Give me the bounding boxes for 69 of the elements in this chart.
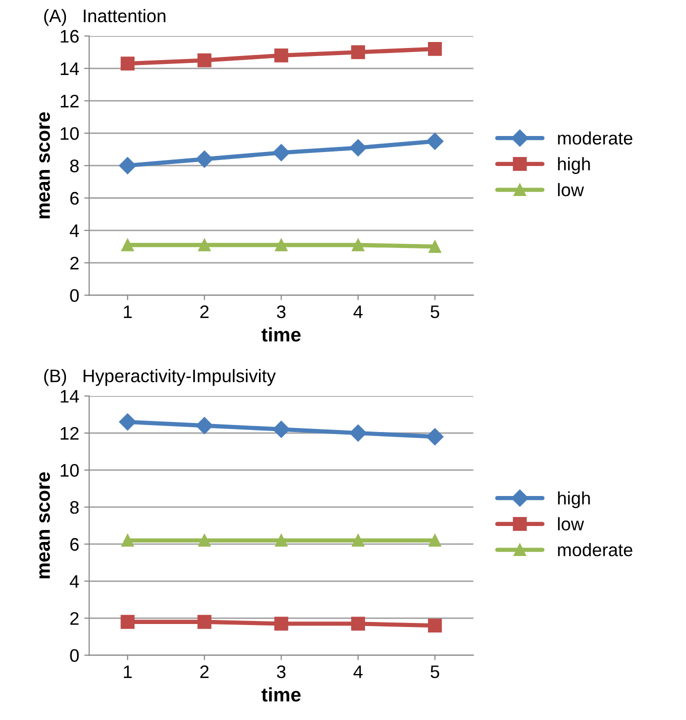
y-tick-label: 14 — [60, 390, 79, 403]
x-tick-label: 2 — [200, 305, 209, 318]
y-tick-label: 4 — [70, 224, 79, 237]
y-tick-label: 0 — [70, 649, 79, 662]
y-axis-title: mean score — [39, 112, 50, 218]
point — [121, 238, 134, 252]
legend-label: high — [558, 491, 590, 508]
y-tick-label: 2 — [70, 612, 79, 625]
point — [197, 614, 212, 629]
x-tick-label: 2 — [200, 665, 209, 678]
x-axis-title: time — [262, 687, 301, 702]
x-tick-label: 3 — [276, 665, 286, 678]
point — [428, 240, 442, 253]
legend-label: moderate — [558, 131, 632, 145]
point — [198, 534, 211, 547]
x-tick-label: 4 — [353, 306, 363, 318]
point — [272, 144, 290, 162]
point — [426, 132, 444, 150]
point — [274, 616, 288, 631]
point — [428, 42, 442, 56]
point — [272, 420, 290, 438]
point — [275, 534, 288, 547]
x-axis-title: time — [262, 327, 301, 342]
point — [196, 150, 213, 168]
point — [274, 48, 288, 62]
x-tick-label: 5 — [430, 666, 440, 678]
y-tick-label: 14 — [60, 62, 79, 75]
point — [428, 618, 442, 633]
point — [119, 157, 136, 174]
x-tick-label: 4 — [353, 666, 363, 678]
y-tick-label: 6 — [70, 538, 79, 551]
y-tick-label: 2 — [70, 256, 79, 270]
legend-label: low — [558, 517, 584, 530]
point — [426, 428, 444, 446]
point — [120, 614, 135, 629]
point — [350, 424, 367, 442]
y-axis-title: mean score — [39, 472, 50, 578]
legend-label: moderate — [558, 543, 632, 556]
y-tick-label: 8 — [70, 160, 79, 172]
legend-label: low — [558, 183, 584, 196]
x-tick-label: 1 — [124, 306, 132, 318]
y-tick-label: 0 — [70, 289, 79, 302]
y-tick-label: 4 — [70, 575, 79, 588]
y-tick-label: 16 — [60, 30, 79, 43]
point — [351, 616, 366, 631]
point — [120, 56, 135, 70]
x-tick-label: 5 — [430, 306, 440, 318]
y-tick-label: 8 — [70, 501, 79, 514]
point — [428, 534, 442, 547]
y-tick-label: 10 — [60, 127, 79, 140]
y-tick-label: 10 — [60, 464, 79, 477]
point — [121, 534, 134, 547]
chart-title: (B) Hyperactivity-Impulsivity — [44, 369, 276, 386]
legend-label: high — [558, 157, 590, 174]
x-tick-label: 1 — [124, 666, 132, 678]
point — [351, 45, 366, 60]
point — [350, 139, 367, 156]
y-tick-label: 12 — [60, 426, 79, 440]
x-tick-label: 3 — [276, 305, 286, 318]
point — [352, 238, 364, 252]
point — [198, 238, 211, 252]
point — [197, 53, 212, 68]
y-tick-label: 6 — [70, 192, 79, 205]
point — [352, 534, 364, 547]
point — [196, 417, 213, 434]
y-tick-label: 12 — [60, 94, 79, 108]
chart-title: (A) Inattention — [44, 9, 166, 26]
point — [119, 413, 136, 430]
point — [275, 238, 288, 252]
